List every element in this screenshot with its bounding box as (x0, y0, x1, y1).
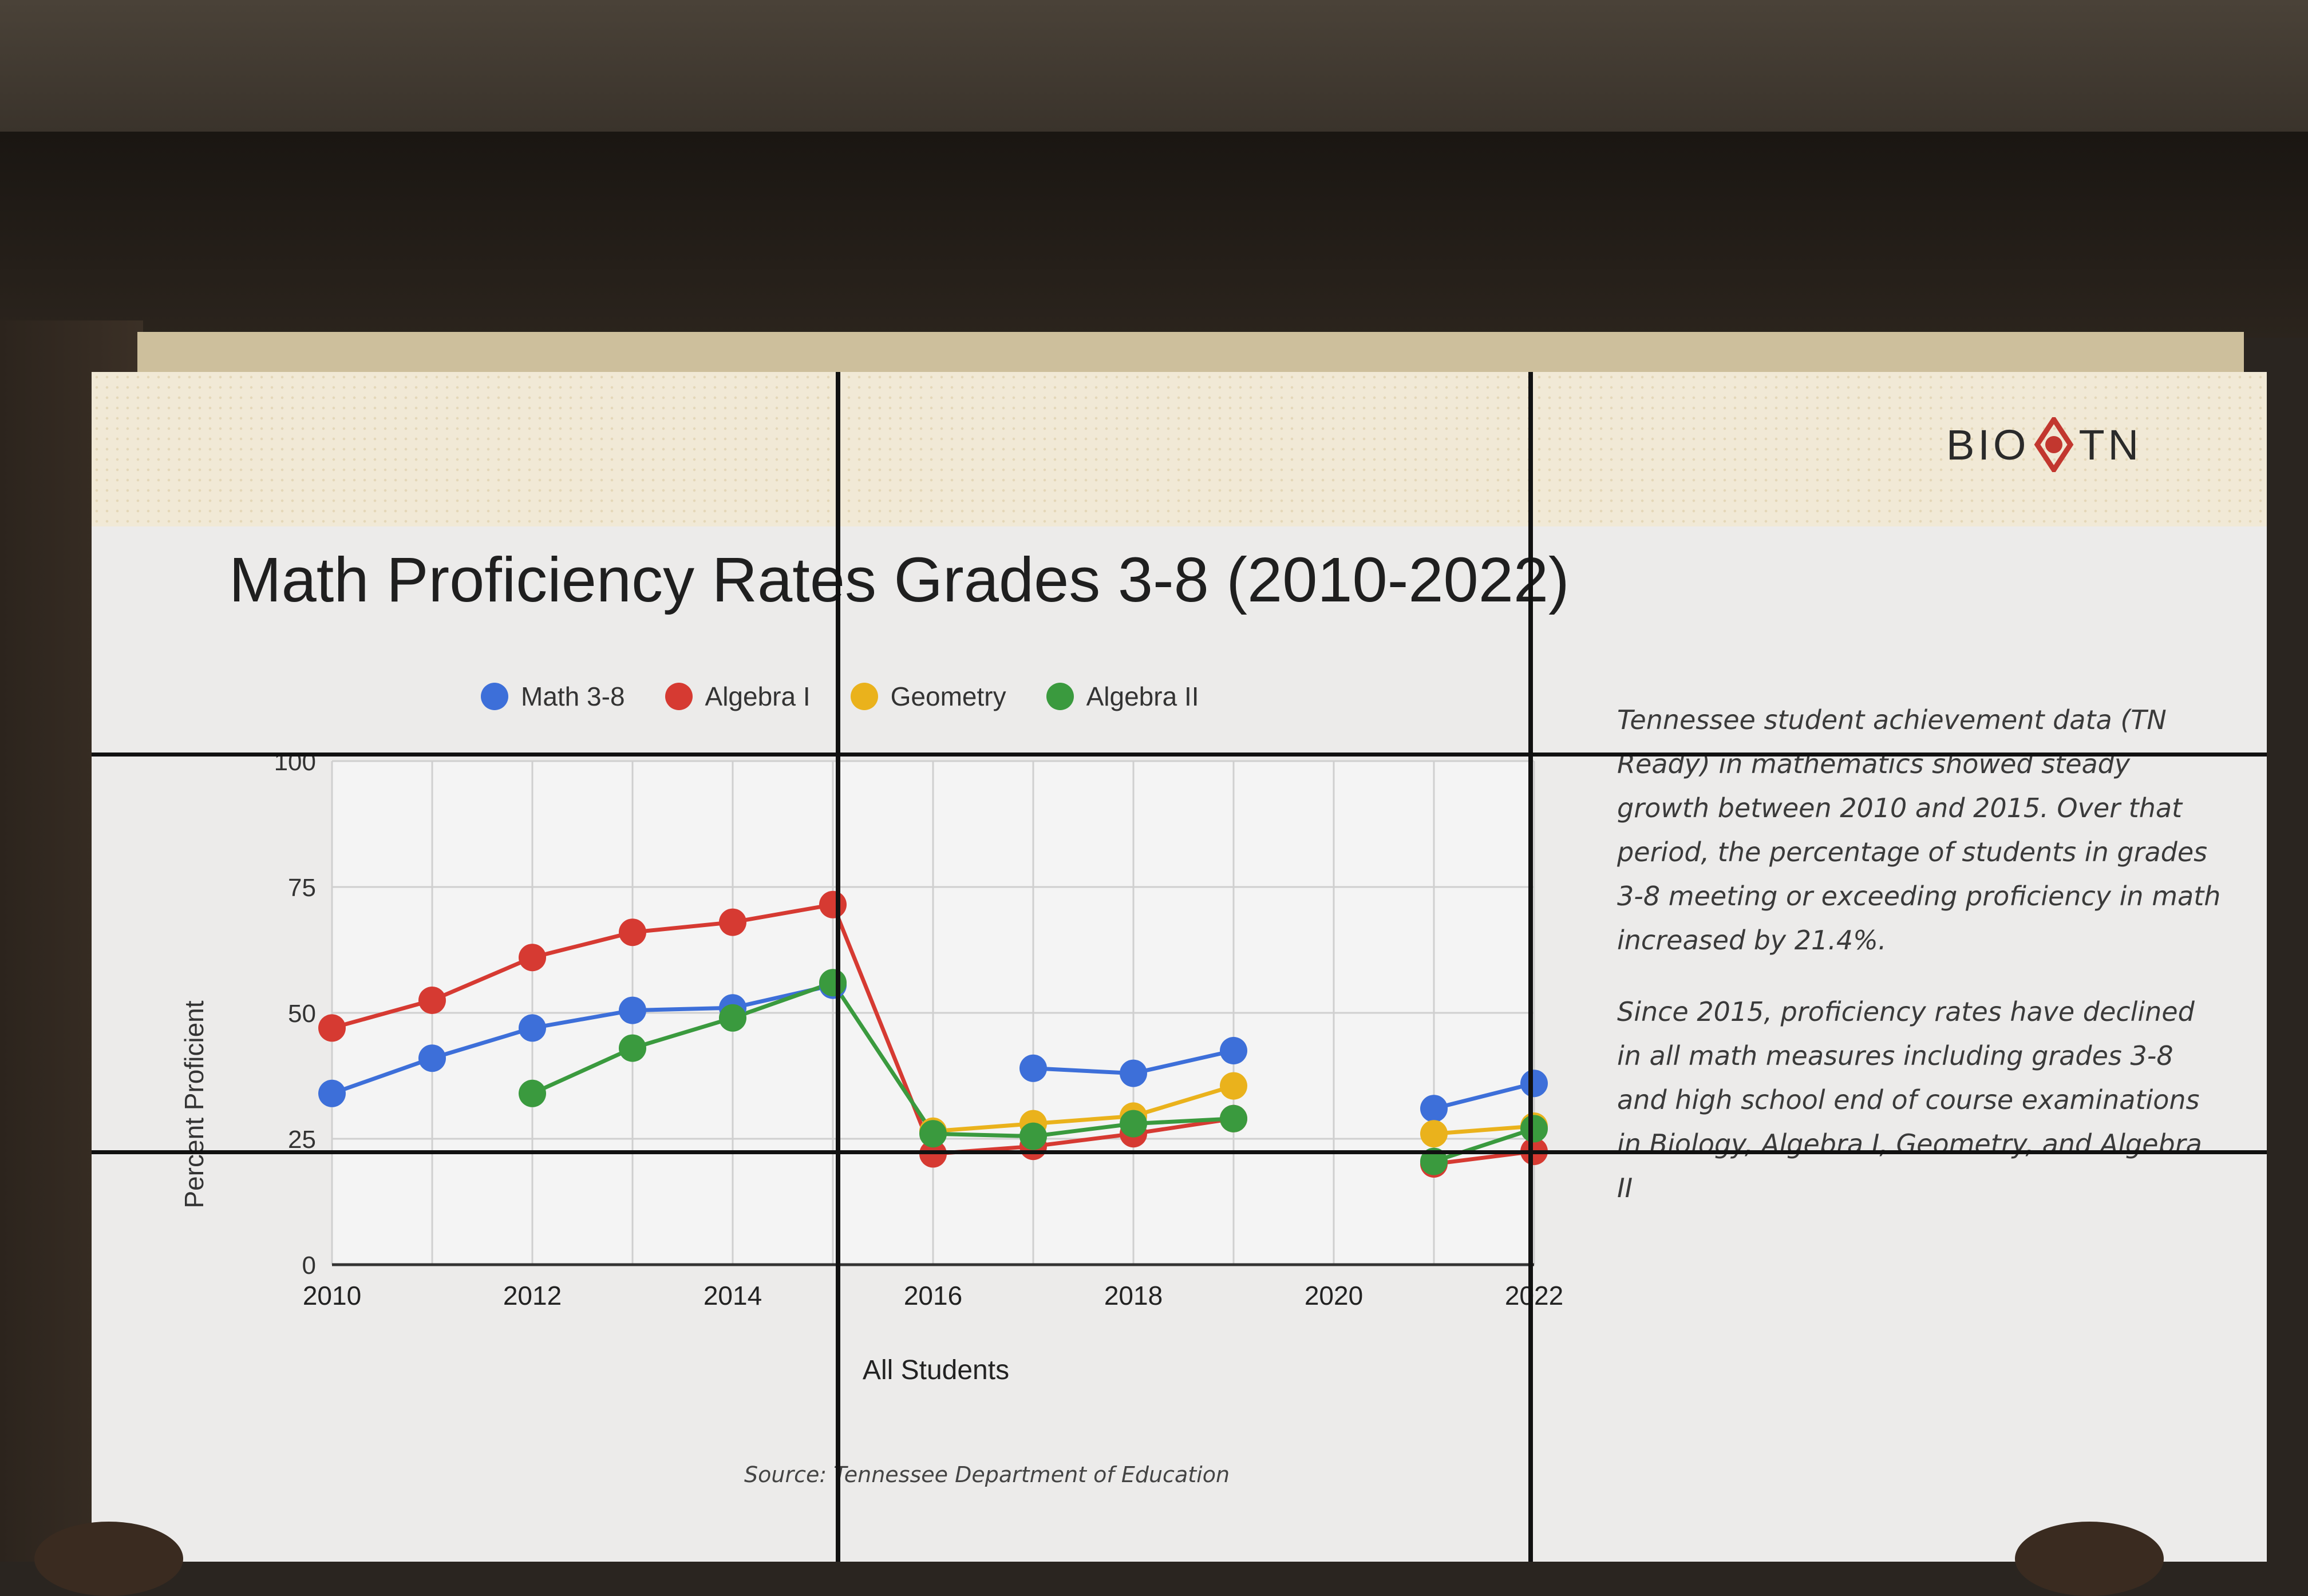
display-bezel-3 (92, 753, 2267, 757)
room-wall-band (0, 132, 2308, 338)
room-ceiling (0, 0, 2308, 132)
data-point (619, 1034, 646, 1062)
data-point (1420, 1095, 1448, 1123)
data-point (919, 1120, 947, 1148)
y-tick-label: 0 (302, 1252, 316, 1280)
source-note: Source: Tennessee Department of Educatio… (744, 1462, 1230, 1487)
legend-label: Math 3-8 (521, 682, 625, 711)
y-axis-label: Percent Proficient (179, 1000, 209, 1208)
series-line (932, 1084, 1235, 1134)
legend-label: Algebra I (705, 682, 811, 711)
summary-text: Tennessee student achievement data (TN R… (1617, 698, 2224, 1238)
x-tick-label: 2016 (904, 1281, 962, 1310)
series-line (331, 983, 833, 1096)
data-point (1120, 1110, 1147, 1138)
data-point (1520, 1115, 1548, 1143)
logo-text-right: TN (2078, 421, 2143, 469)
x-tick-label: 2012 (503, 1281, 562, 1310)
audience-head-left (34, 1522, 183, 1596)
data-point (619, 996, 646, 1024)
audience-head-right (2015, 1522, 2164, 1596)
x-tick-label: 2022 (1505, 1281, 1563, 1310)
tennessee-star-icon (2034, 417, 2074, 472)
legend-dot (850, 683, 878, 710)
x-axis-label: All Students (863, 1355, 1009, 1385)
data-point (1220, 1072, 1247, 1100)
data-point (1420, 1147, 1448, 1175)
chart-legend: Math 3-8 Algebra I Geometry Algebra II (481, 681, 1199, 712)
legend-label: Algebra II (1086, 682, 1199, 711)
data-point (1220, 1104, 1247, 1132)
data-point (418, 1044, 446, 1072)
display-bezel-2 (1528, 372, 1533, 1562)
series-line (331, 902, 1234, 1156)
data-point (719, 1004, 746, 1032)
y-tick-label: 50 (288, 1000, 316, 1028)
series-line (531, 980, 1234, 1139)
legend-item: Math 3-8 (481, 681, 625, 712)
series-line (1433, 1081, 1535, 1111)
legend-item: Algebra I (665, 681, 811, 712)
data-point (619, 918, 646, 946)
legend-item: Geometry (850, 681, 1006, 712)
x-tick-label: 2014 (704, 1281, 762, 1310)
display-bezel-4 (92, 1150, 2267, 1154)
x-tick-label: 2020 (1305, 1281, 1363, 1310)
biotn-logo: BIO TN (1946, 413, 2142, 476)
data-point (1520, 1070, 1548, 1098)
data-point (1019, 1122, 1047, 1150)
data-point (519, 944, 546, 972)
data-point (719, 908, 746, 936)
display-bezel-1 (836, 372, 840, 1562)
series-line (1433, 1124, 1535, 1136)
data-point (318, 1079, 346, 1107)
data-point (519, 1014, 546, 1042)
slide-header-band (92, 372, 2267, 526)
legend-dot (665, 683, 693, 710)
data-point (1019, 1054, 1047, 1082)
summary-paragraph-1: Tennessee student achievement data (TN R… (1617, 704, 2221, 956)
series-line (1433, 1127, 1535, 1163)
data-point (819, 890, 847, 918)
slide-title: Math Proficiency Rates Grades 3-8 (2010-… (229, 545, 1570, 615)
y-tick-label: 25 (288, 1126, 316, 1154)
y-tick-label: 75 (288, 874, 316, 902)
x-tick-label: 2018 (1104, 1281, 1163, 1310)
data-point (418, 987, 446, 1014)
data-point (318, 1014, 346, 1042)
data-point (819, 969, 847, 997)
legend-label: Geometry (890, 682, 1006, 711)
legend-dot (481, 683, 508, 710)
legend-item: Algebra II (1046, 681, 1199, 712)
data-point (519, 1079, 546, 1107)
logo-text-left: BIO (1946, 421, 2030, 469)
legend-dot (1046, 683, 1074, 710)
data-point (1120, 1059, 1147, 1087)
presentation-slide: BIO TN Math Proficiency Rates Grades 3-8… (92, 372, 2267, 1562)
summary-paragraph-2: Since 2015, proficiency rates have decli… (1617, 996, 2202, 1203)
x-tick-label: 2010 (303, 1281, 361, 1310)
data-point (1420, 1120, 1448, 1148)
data-point (1220, 1037, 1247, 1064)
